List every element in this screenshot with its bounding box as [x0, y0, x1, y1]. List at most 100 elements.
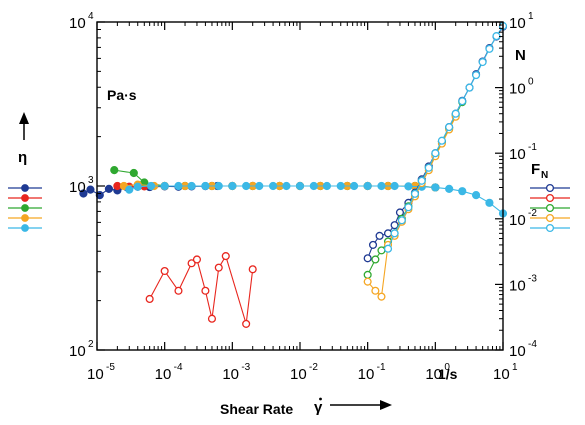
legend-right-title: F	[531, 161, 540, 178]
fn-data-point	[242, 319, 251, 328]
eta-data-point	[390, 181, 399, 191]
eta-series	[125, 181, 508, 218]
svg-text:10: 10	[222, 366, 239, 383]
svg-text:10: 10	[509, 15, 526, 32]
y-right-tick-label: 10 0	[509, 77, 534, 98]
svg-text:-2: -2	[528, 208, 537, 219]
fn-data-point	[368, 240, 378, 249]
fn-data-point	[465, 83, 474, 92]
fn-data-point	[397, 216, 406, 225]
y-right-tick-label: 10 -2	[509, 208, 537, 229]
y-right-tick-label: 10 1	[509, 11, 534, 32]
x-tick-label: 10 -4	[155, 362, 183, 383]
fn-data-point	[424, 163, 433, 172]
eta-data-point	[377, 181, 386, 191]
eta-data-point	[485, 198, 494, 207]
eta-data-point	[160, 181, 169, 191]
svg-text:10: 10	[69, 343, 86, 360]
fn-data-point	[390, 229, 399, 238]
svg-text:10: 10	[493, 366, 510, 383]
eta-data-point	[174, 181, 183, 191]
svg-text:10: 10	[87, 366, 104, 383]
fn-data-point	[485, 44, 494, 53]
x-tick-label: 10 -3	[222, 362, 250, 383]
fn-series	[145, 252, 257, 328]
eta-data-point	[125, 185, 134, 194]
eta-data-point	[349, 181, 359, 191]
eta-data-point	[129, 168, 138, 178]
svg-text:10: 10	[155, 366, 172, 383]
eta-data-point	[255, 181, 264, 191]
axes: 10 -5 10 -4 10 -3 10 -2 10 -1 10 0 10 110 210 310 410 -41…	[19, 11, 537, 417]
eta-data-point	[110, 166, 119, 175]
fn-data-point	[451, 109, 460, 118]
fn-data-point	[458, 97, 467, 106]
legend-left-marker	[21, 204, 29, 212]
plot-area	[79, 21, 508, 328]
eta-data-point	[445, 184, 454, 194]
eta-data-point	[471, 191, 481, 200]
eta-data-point	[363, 181, 372, 191]
eta-data-point	[146, 181, 156, 191]
fn-data-point	[371, 286, 380, 295]
svg-text:10: 10	[69, 179, 86, 196]
legends: η F N	[8, 149, 570, 233]
svg-text:10: 10	[425, 366, 442, 383]
x-unit-label: 1/s	[438, 366, 458, 382]
fn-data-point	[383, 229, 393, 238]
legend-right-marker	[545, 223, 555, 233]
y-right-axis-label: N	[515, 47, 526, 64]
fn-data-point	[383, 244, 393, 253]
eta-data-point	[322, 181, 332, 191]
fn-data-point	[214, 263, 223, 272]
fn-data-point	[377, 292, 386, 301]
fn-series	[383, 21, 508, 253]
fn-data-point	[160, 266, 169, 276]
fn-data-point	[363, 270, 372, 279]
gamma-dot	[319, 397, 322, 401]
fn-data-point	[207, 314, 217, 323]
fn-data-point	[375, 231, 384, 240]
svg-text:-1: -1	[528, 142, 537, 153]
eta-data-point	[404, 182, 413, 191]
eta-data-point	[309, 181, 318, 191]
legend-right-title-sub: N	[541, 170, 548, 181]
legend-left-marker	[21, 214, 29, 222]
legend-left-marker	[21, 184, 29, 192]
eta-data-point	[201, 181, 210, 191]
svg-text:10: 10	[69, 15, 86, 32]
fn-data-point	[390, 221, 399, 230]
fn-data-point	[472, 71, 481, 80]
eta-data-point	[228, 181, 237, 191]
y-right-tick-label: 10 -4	[509, 339, 537, 360]
legend-left-title: η	[18, 149, 27, 166]
x-tick-label: 10 -1	[358, 362, 386, 383]
svg-text:-3: -3	[528, 273, 537, 284]
fn-data-point	[478, 58, 487, 67]
x-tick-label: 10 -2	[290, 362, 318, 383]
svg-text:1: 1	[528, 11, 534, 22]
y-left-tick-label: 10 4	[69, 11, 94, 32]
svg-text:10: 10	[509, 81, 526, 98]
fn-data-point	[201, 286, 210, 295]
x-tick-label: 10 0	[425, 362, 450, 383]
eta-data-point	[187, 181, 196, 191]
legend-right-marker	[545, 183, 555, 193]
svg-text:-4: -4	[174, 362, 183, 373]
x-tick-label: 10 -5	[87, 362, 115, 383]
eta-data-point	[431, 183, 440, 192]
eta-data-point	[282, 181, 291, 191]
svg-text:0: 0	[528, 77, 534, 88]
svg-text:2: 2	[88, 339, 94, 350]
gamma-symbol: γ	[314, 399, 323, 416]
eta-data-point	[295, 181, 305, 191]
eta-data-point	[336, 181, 345, 191]
fn-data-point	[377, 246, 386, 255]
eta-data-point	[214, 181, 223, 191]
legend-right-marker	[545, 193, 555, 203]
y-right-tick-label: 10 -1	[509, 142, 537, 163]
svg-text:10: 10	[509, 212, 526, 229]
legend-left-marker	[21, 224, 29, 232]
svg-text:1: 1	[512, 362, 518, 373]
